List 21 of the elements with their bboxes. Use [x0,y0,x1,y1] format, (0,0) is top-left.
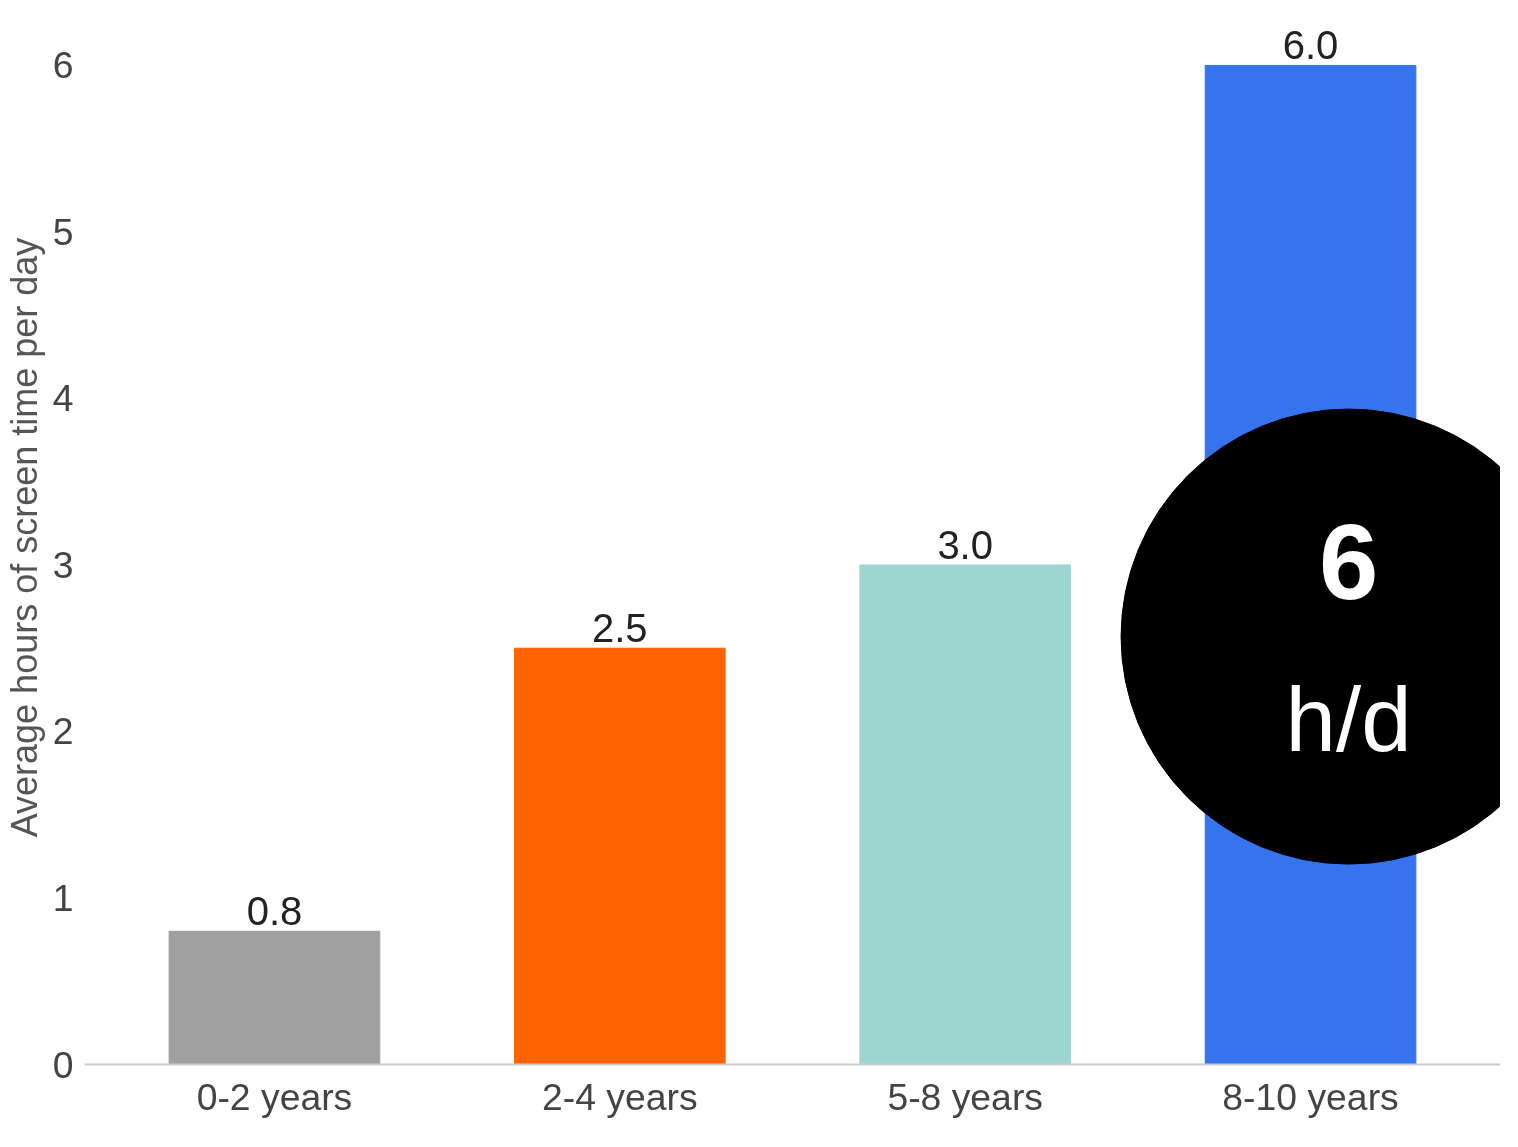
bar [168,930,381,1065]
bar [859,564,1072,1065]
data-label: 2.5 [592,606,648,651]
x-tick-label: 0-2 years [196,1075,353,1118]
annotation: 6 [1318,502,1379,623]
data-label: 6.0 [1282,23,1339,68]
annotation: h/d [1285,669,1412,771]
y-tick-label: 2 [52,710,74,753]
y-tick-label: 1 [52,876,74,919]
x-tick-label: 2-4 years [542,1075,698,1118]
y-tick-label: 4 [52,377,74,420]
y-tick-label: 0 [52,1043,74,1086]
y-tick-label: 5 [52,210,74,253]
x-tick-label: 5-8 years [887,1075,1043,1118]
y-axis-title: Average hours of screen time per day [3,237,45,838]
y-tick-label: 6 [52,44,74,87]
x-tick-label: 8-10 years [1222,1075,1399,1118]
data-label: 3.0 [937,522,993,567]
data-label: 0.8 [246,889,303,934]
y-tick-label: 3 [52,543,74,586]
bar [513,647,726,1065]
